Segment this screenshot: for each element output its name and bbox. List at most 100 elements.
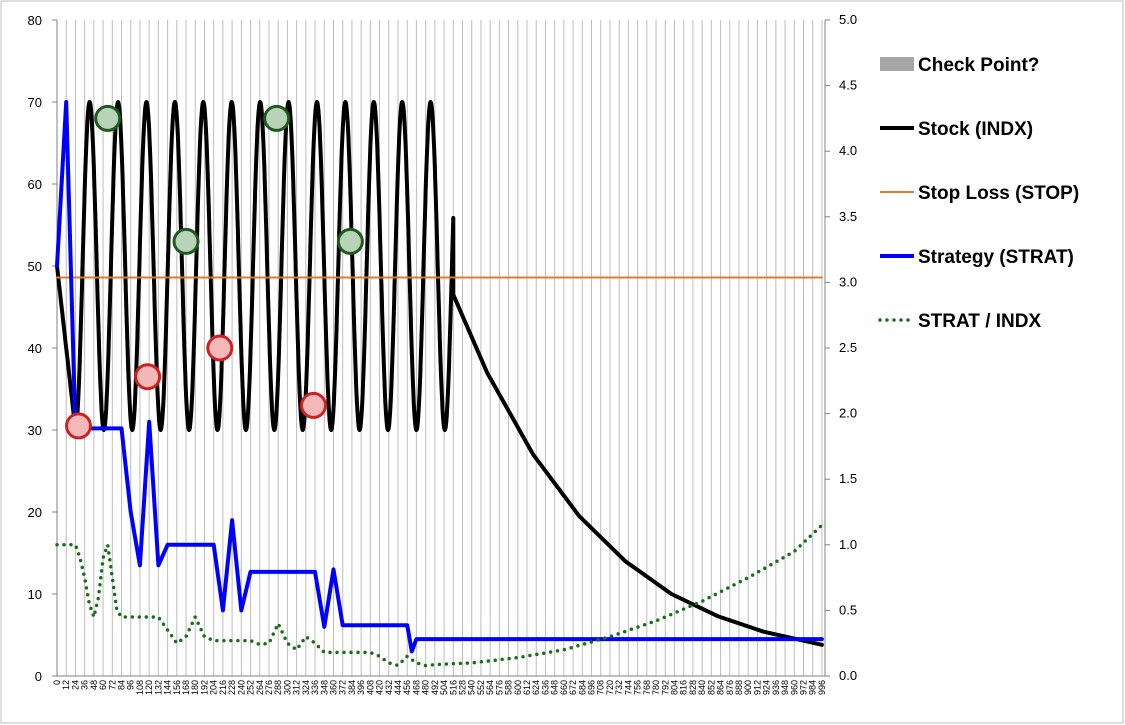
x-tick-label: 48: [89, 680, 99, 690]
x-tick-label: 288: [273, 680, 283, 695]
y2-tick-label: 0.0: [839, 668, 857, 683]
x-tick-label: 900: [743, 680, 753, 695]
x-tick-label: 984: [808, 680, 818, 695]
y-tick-label: 70: [28, 95, 42, 110]
x-tick-label: 972: [798, 680, 808, 695]
y-tick-label: 0: [35, 669, 42, 684]
axis-layer: 0 12 24 36 48 60 72 84 96 108 120 132 144 156 168 180 19…: [28, 12, 858, 695]
x-tick-label: 804: [669, 680, 679, 695]
x-tick-label: 252: [246, 680, 256, 695]
check-point-red-marker: [206, 334, 234, 362]
x-tick-label: 708: [596, 680, 606, 695]
check-point-green-marker: [336, 227, 364, 255]
x-tick-label: 552: [476, 680, 486, 695]
x-tick-label: 0: [52, 680, 62, 685]
x-tick-label: 408: [365, 680, 375, 695]
x-tick-label: 420: [375, 680, 385, 695]
x-tick-label: 720: [605, 680, 615, 695]
x-tick-label: 744: [623, 680, 633, 695]
x-tick-label: 660: [559, 680, 569, 695]
x-tick-label: 432: [384, 680, 394, 695]
x-tick-label: 648: [550, 680, 560, 695]
x-tick-label: 864: [716, 680, 726, 695]
x-tick-label: 336: [310, 680, 320, 695]
x-tick-label: 96: [126, 680, 136, 690]
legend-swatch-patch: [880, 57, 914, 71]
y2-tick-label: 5.0: [839, 12, 857, 27]
y-tick-label: 50: [28, 259, 42, 274]
check-point-green-marker: [172, 227, 200, 255]
x-tick-label: 72: [107, 680, 117, 690]
x-tick-label: 24: [70, 680, 80, 690]
x-tick-label: 144: [163, 680, 173, 695]
legend-label: Stock (INDX): [918, 119, 1033, 140]
x-tick-label: 732: [614, 680, 624, 695]
series-stock-line: [55, 100, 824, 647]
x-tick-label: 192: [199, 680, 209, 695]
x-tick-label: 960: [789, 680, 799, 695]
x-tick-label: 384: [347, 680, 357, 695]
series-ratio-line: [55, 523, 824, 668]
x-tick-label: 540: [467, 680, 477, 695]
y2-tick-label: 2.5: [839, 340, 857, 355]
x-tick-label: 768: [642, 680, 652, 695]
x-tick-label: 792: [660, 680, 670, 695]
y-tick-label: 20: [28, 505, 42, 520]
x-tick-label: 912: [752, 680, 762, 695]
check-point-red-marker: [300, 391, 328, 419]
x-tick-label: 936: [771, 680, 781, 695]
legend-label: Stop Loss (STOP): [918, 183, 1079, 204]
x-tick-label: 948: [780, 680, 790, 695]
x-tick-label: 468: [411, 680, 421, 695]
y-tick-label: 30: [28, 423, 42, 438]
x-tick-label: 504: [439, 680, 449, 695]
x-tick-label: 180: [190, 680, 200, 695]
legend-label: STRAT / INDX: [918, 311, 1041, 332]
y2-tick-label: 3.5: [839, 209, 857, 224]
x-tick-label: 324: [301, 680, 311, 695]
y2-tick-label: 0.5: [839, 602, 857, 617]
x-tick-label: 156: [172, 680, 182, 695]
y-tick-label: 40: [28, 341, 42, 356]
x-tick-label: 300: [282, 680, 292, 695]
y2-tick-label: 4.5: [839, 78, 857, 93]
x-tick-label: 672: [568, 680, 578, 695]
x-tick-label: 132: [153, 680, 163, 695]
x-tick-label: 624: [531, 680, 541, 695]
x-tick-label: 600: [513, 680, 523, 695]
x-tick-label: 492: [430, 680, 440, 695]
x-tick-label: 576: [494, 680, 504, 695]
check-point-red-marker: [65, 412, 93, 440]
x-tick-label: 456: [402, 680, 412, 695]
x-tick-label: 876: [725, 680, 735, 695]
x-tick-label: 612: [522, 680, 532, 695]
x-tick-label: 588: [504, 680, 514, 695]
x-tick-label: 372: [338, 680, 348, 695]
check-point-green-marker: [263, 104, 291, 132]
x-tick-label: 276: [264, 680, 274, 695]
y2-tick-label: 3.0: [839, 274, 857, 289]
x-tick-label: 756: [633, 680, 643, 695]
check-point-green-marker: [94, 104, 122, 132]
x-tick-label: 828: [688, 680, 698, 695]
y-tick-label: 10: [28, 587, 42, 602]
x-tick-label: 852: [706, 680, 716, 695]
x-tick-label: 168: [181, 680, 191, 695]
x-tick-label: 36: [80, 680, 90, 690]
x-tick-label: 528: [458, 680, 468, 695]
x-tick-label: 444: [393, 680, 403, 695]
x-tick-label: 216: [218, 680, 228, 695]
x-tick-label: 888: [734, 680, 744, 695]
x-tick-label: 312: [292, 680, 302, 695]
x-tick-label: 516: [448, 680, 458, 695]
x-tick-label: 636: [540, 680, 550, 695]
x-tick-label: 840: [697, 680, 707, 695]
marker-layer: [65, 104, 364, 440]
x-tick-label: 204: [209, 680, 219, 695]
series-layer: [55, 100, 824, 668]
x-tick-label: 816: [679, 680, 689, 695]
x-tick-label: 564: [485, 680, 495, 695]
x-tick-label: 780: [651, 680, 661, 695]
